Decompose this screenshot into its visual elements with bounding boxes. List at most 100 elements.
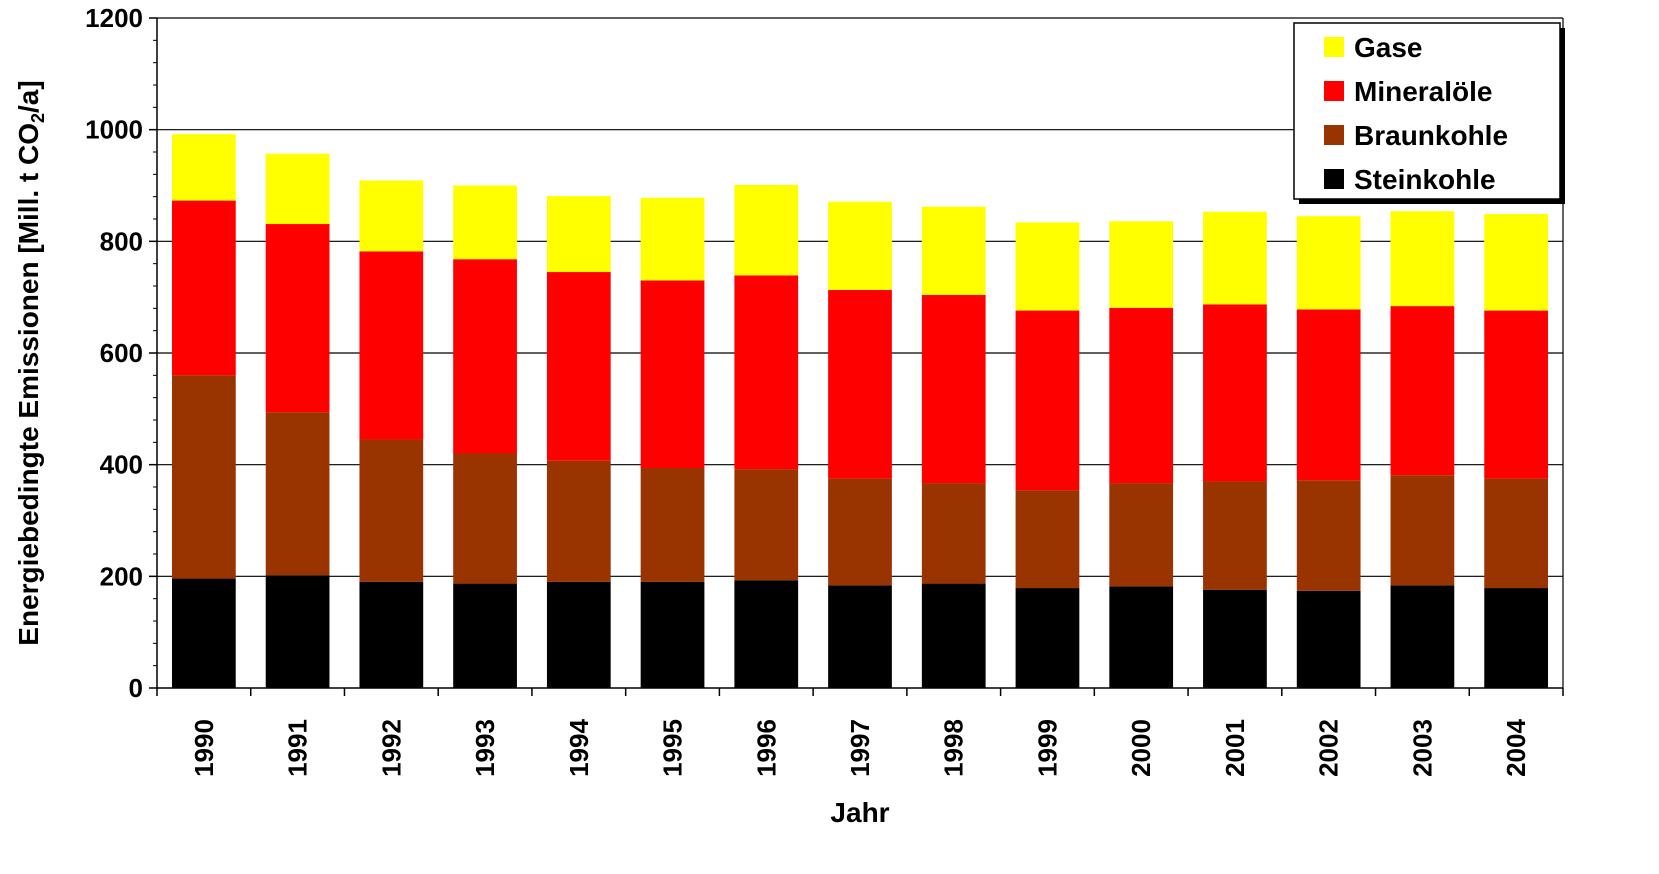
bar-steinkohle-1992	[359, 581, 424, 688]
bar-gase-1997	[828, 201, 892, 290]
y-axis-title: Energiebedingte Emissionen [Mill. t CO2/…	[13, 80, 48, 645]
x-tick-label-1990: 1990	[189, 719, 219, 777]
bar-gase-2002	[1296, 216, 1361, 310]
bar-steinkohle-2001	[1203, 589, 1267, 688]
axes	[149, 17, 1564, 696]
legend-label-steinkohle: Steinkohle	[1354, 164, 1496, 195]
x-tick-label-1995: 1995	[658, 719, 688, 777]
bar-gase-1991	[265, 153, 330, 225]
bar-braunkohle-1992	[359, 439, 424, 582]
y-tick-label-200: 200	[100, 561, 143, 591]
axis-labels: 0 200 400 600 800 1000 1200 1990 1991 1992 1993 199…	[85, 3, 1531, 777]
bar-braunkohle-1995	[640, 468, 705, 582]
bar-mineral-le-1997	[828, 289, 892, 479]
x-tick-label-2004: 2004	[1501, 719, 1531, 777]
bar-steinkohle-1996	[734, 580, 799, 688]
bar-gase-2001	[1203, 211, 1267, 305]
legend: Gase Mineralöle Braunkohle Steinkohle	[1293, 22, 1565, 204]
x-tick-label-1992: 1992	[376, 719, 406, 777]
bar-mineral-le-1994	[546, 272, 611, 461]
y-axis-title-part-2: /a]	[13, 80, 44, 113]
bar-braunkohle-2001	[1203, 481, 1267, 590]
bar-mineral-le-1990	[171, 200, 236, 376]
bar-braunkohle-1994	[546, 460, 611, 582]
y-tick-label-400: 400	[100, 450, 143, 480]
legend-swatch-mineral-le	[1324, 81, 1344, 101]
bar-gase-1993	[453, 185, 517, 260]
bar-mineral-le-2000	[1109, 307, 1174, 484]
bar-mineral-le-2003	[1390, 306, 1455, 476]
bar-mineral-le-1996	[734, 275, 799, 470]
bars	[171, 134, 1549, 688]
y-tick-label-600: 600	[100, 338, 143, 368]
legend-label-braunkohle: Braunkohle	[1354, 120, 1508, 151]
y-axis-title-part-1: Energiebedingte Emissionen [Mill. t CO	[13, 123, 44, 646]
bar-braunkohle-2002	[1296, 480, 1361, 591]
bar-steinkohle-1993	[453, 583, 517, 688]
bar-steinkohle-1991	[265, 575, 330, 688]
bar-steinkohle-1994	[546, 581, 611, 688]
bar-braunkohle-1997	[828, 478, 892, 586]
bar-mineral-le-1995	[640, 280, 705, 469]
legend-swatch-steinkohle	[1324, 169, 1344, 189]
legend-swatch-gase	[1324, 37, 1344, 57]
x-tick-label-1993: 1993	[470, 719, 500, 777]
x-tick-label-2002: 2002	[1314, 719, 1344, 777]
x-tick-label-2000: 2000	[1126, 719, 1156, 777]
bar-gase-1990	[171, 134, 236, 201]
bar-steinkohle-1998	[921, 583, 986, 688]
bar-mineral-le-1991	[265, 224, 330, 413]
bar-braunkohle-1996	[734, 469, 799, 581]
bar-mineral-le-1999	[1015, 310, 1080, 491]
bar-steinkohle-1995	[640, 581, 705, 688]
x-tick-label-1998: 1998	[939, 719, 969, 777]
bar-mineral-le-2002	[1296, 309, 1361, 481]
bar-gase-1994	[546, 196, 611, 273]
bar-steinkohle-2002	[1296, 590, 1361, 688]
bar-mineral-le-2001	[1203, 304, 1267, 482]
bar-gase-1992	[359, 180, 424, 252]
x-axis-title: Jahr	[830, 797, 889, 828]
y-tick-label-1200: 1200	[85, 3, 143, 33]
y-tick-label-0: 0	[129, 673, 143, 703]
bar-gase-1998	[921, 206, 986, 295]
bar-braunkohle-2003	[1390, 475, 1455, 586]
legend-swatch-braunkohle	[1324, 125, 1344, 145]
x-tick-label-1991: 1991	[283, 719, 313, 777]
bar-steinkohle-2000	[1109, 586, 1174, 688]
y-tick-label-1000: 1000	[85, 115, 143, 145]
bar-braunkohle-1991	[265, 412, 330, 576]
bar-braunkohle-2000	[1109, 483, 1174, 587]
bar-braunkohle-1993	[453, 453, 517, 584]
y-axis-title-subscript: 2	[28, 113, 48, 123]
x-tick-label-1994: 1994	[564, 719, 594, 777]
x-tick-label-1996: 1996	[751, 719, 781, 777]
legend-label-mineral-le: Mineralöle	[1354, 76, 1492, 107]
x-tick-label-1997: 1997	[845, 719, 875, 777]
bar-steinkohle-1990	[171, 578, 236, 688]
bar-braunkohle-1999	[1015, 490, 1080, 589]
legend-label-gase: Gase	[1354, 32, 1423, 63]
bar-braunkohle-1990	[171, 375, 236, 579]
bar-gase-1995	[640, 197, 705, 281]
bar-braunkohle-2004	[1484, 478, 1549, 589]
x-tick-label-2001: 2001	[1220, 719, 1250, 777]
bar-steinkohle-1997	[828, 585, 892, 688]
bar-steinkohle-2003	[1390, 585, 1455, 688]
x-tick-label-2003: 2003	[1407, 719, 1437, 777]
bar-mineral-le-1993	[453, 259, 517, 454]
bar-mineral-le-1998	[921, 294, 986, 484]
y-tick-label-800: 800	[100, 226, 143, 256]
x-tick-label-1999: 1999	[1032, 719, 1062, 777]
bar-mineral-le-1992	[359, 251, 424, 440]
bar-gase-1999	[1015, 222, 1080, 311]
bar-gase-2000	[1109, 221, 1174, 308]
bar-gase-2004	[1484, 213, 1549, 311]
bar-steinkohle-1999	[1015, 588, 1080, 688]
bar-mineral-le-2004	[1484, 310, 1549, 479]
bar-braunkohle-1998	[921, 483, 986, 584]
bar-steinkohle-2004	[1484, 588, 1549, 688]
bar-gase-2003	[1390, 211, 1455, 307]
